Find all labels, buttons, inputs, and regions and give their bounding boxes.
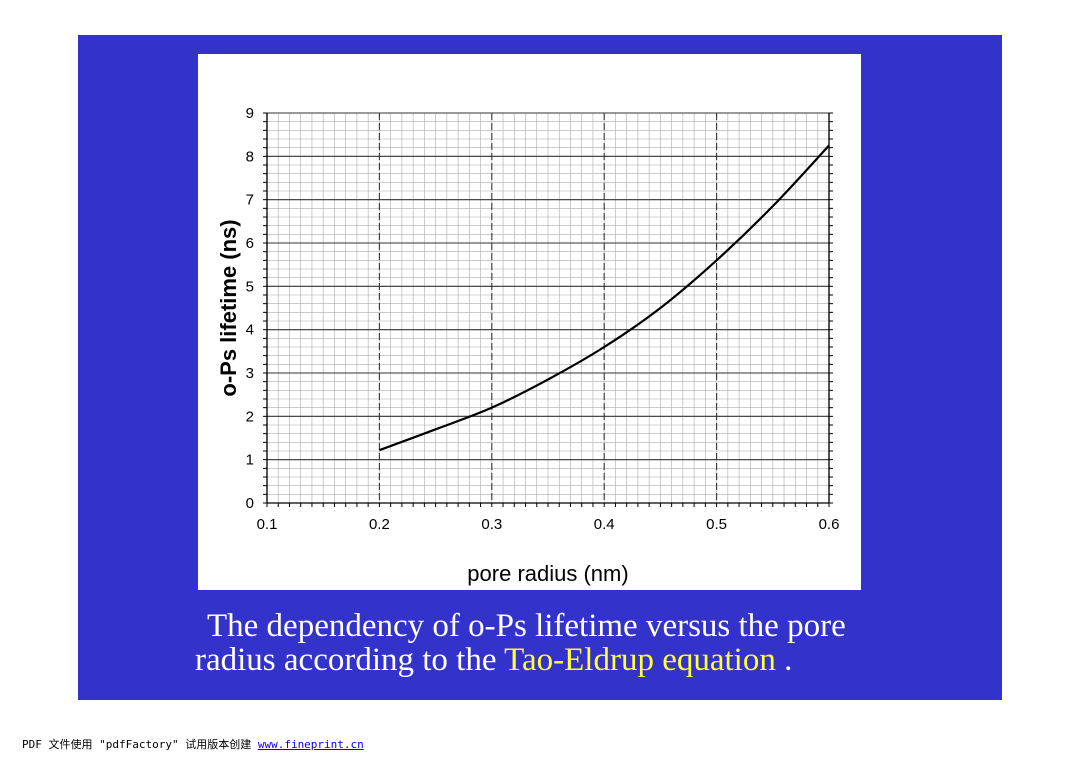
caption-line-2-prefix: radius according to the	[195, 642, 505, 678]
x-tick-label: 0.4	[594, 516, 615, 533]
plot-panel: 0.1 0.2 0.3 0.4 0.5 0.6 0 1 2 3 4 5 6 7 8 9 pore radius …	[198, 54, 861, 590]
caption-line-2: radius according to the Tao-Eldrup equat…	[195, 643, 792, 677]
caption-equation-name: Tao-Eldrup equation	[504, 642, 776, 678]
y-tick-label: 9	[246, 105, 254, 122]
y-tick-label: 0	[246, 495, 254, 512]
lifetime-curve-0	[379, 144, 830, 452]
x-tick-label: 0.6	[819, 516, 840, 533]
footer-text: PDF 文件使用 "pdfFactory" 试用版本创建	[22, 738, 258, 751]
x-tick-label: 0.2	[369, 516, 390, 533]
pdf-footer: PDF 文件使用 "pdfFactory" 试用版本创建 www.finepri…	[22, 736, 364, 752]
x-tick-label: 0.5	[706, 516, 727, 533]
y-tick-label: 2	[246, 408, 254, 425]
y-tick-label: 7	[246, 192, 254, 209]
y-tick-label: 5	[246, 278, 254, 295]
footer-link[interactable]: www.fineprint.cn	[257, 738, 364, 751]
y-axis-label: o-Ps lifetime (ns)	[216, 219, 241, 396]
y-tick-label: 1	[246, 452, 254, 469]
y-tick-label: 4	[246, 322, 254, 339]
x-axis-label: pore radius (nm)	[467, 561, 628, 586]
caption-line-1: The dependency of o-Ps lifetime versus t…	[207, 608, 846, 644]
x-tick-label: 0.1	[257, 516, 278, 533]
y-tick-label: 8	[246, 148, 254, 165]
caption-line-2-suffix: .	[775, 642, 793, 678]
chart-svg: 0.1 0.2 0.3 0.4 0.5 0.6 0 1 2 3 4 5 6 7 8 9 pore radius …	[216, 105, 840, 586]
y-tick-label: 6	[246, 235, 254, 252]
y-tick-label: 3	[246, 365, 254, 382]
x-tick-label: 0.3	[481, 516, 502, 533]
